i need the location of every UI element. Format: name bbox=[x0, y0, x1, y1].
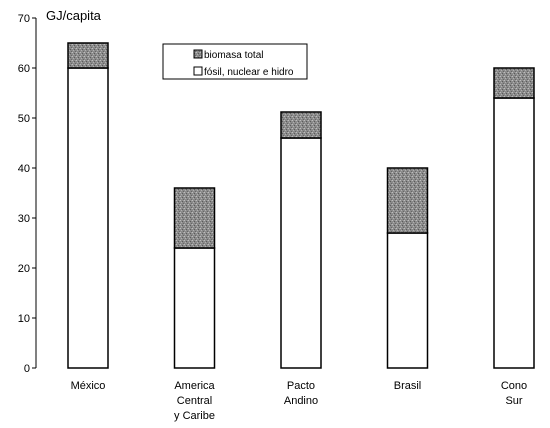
legend-box bbox=[162, 43, 308, 80]
legend-label: biomasa total bbox=[204, 50, 263, 61]
y-axis-title: GJ/capita bbox=[46, 8, 102, 23]
x-category-label: México bbox=[71, 380, 106, 392]
x-category-label: Andino bbox=[284, 395, 318, 407]
y-axis: 0 10 20 30 40 50 60 70 bbox=[18, 13, 37, 375]
x-category-label: Brasil bbox=[394, 380, 422, 392]
y-tick-label: 70 bbox=[18, 13, 30, 25]
bar-segment-fosil bbox=[493, 97, 535, 369]
bar-segment-biomasa bbox=[67, 42, 109, 69]
x-category-label: America bbox=[174, 380, 215, 392]
bar-segment-biomasa bbox=[173, 187, 216, 249]
y-tick-label: 20 bbox=[18, 263, 30, 275]
legend-label: fósil, nuclear e hidro bbox=[204, 67, 294, 78]
y-tick-label: 60 bbox=[18, 63, 30, 75]
bar-segment-fosil bbox=[67, 67, 109, 369]
x-category-label: Sur bbox=[505, 395, 522, 407]
bars-group bbox=[67, 42, 535, 369]
legend-swatch bbox=[193, 49, 203, 59]
bar-segment-biomasa bbox=[386, 167, 429, 234]
legend: biomasa total fósil, nuclear e hidro bbox=[162, 43, 308, 80]
x-category-label: Central bbox=[177, 395, 212, 407]
x-category-label: y Caribe bbox=[174, 410, 215, 422]
x-category-label: Pacto bbox=[287, 380, 315, 392]
bar-segment-fosil bbox=[386, 232, 429, 369]
bar-segment-fosil bbox=[280, 137, 322, 369]
x-category-label: Cono bbox=[501, 380, 527, 392]
bar-segment-biomasa bbox=[280, 111, 322, 139]
y-tick-label: 0 bbox=[24, 363, 30, 375]
y-tick-label: 30 bbox=[18, 213, 30, 225]
y-tick-label: 50 bbox=[18, 113, 30, 125]
y-tick-label: 40 bbox=[18, 163, 30, 175]
bar-segment-biomasa bbox=[493, 67, 535, 99]
y-tick-label: 10 bbox=[18, 313, 30, 325]
legend-swatch bbox=[193, 66, 203, 76]
x-axis-labels: México America Central y Caribe Pacto Andino B… bbox=[71, 380, 528, 422]
bar-segment-fosil bbox=[173, 247, 216, 369]
